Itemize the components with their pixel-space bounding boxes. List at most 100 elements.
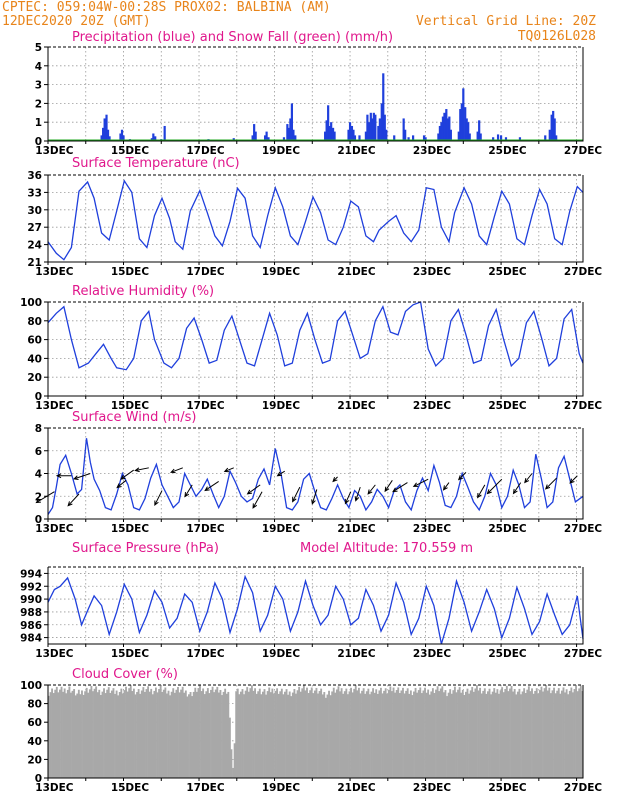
cloud-cover-bar [145, 689, 148, 778]
cloud-cover-bar [284, 691, 286, 778]
cloud-cover-bar [132, 688, 135, 778]
cloud-cover-bar [447, 692, 450, 778]
cloud-cover-bar [449, 689, 452, 778]
cloud-cover-bar [307, 693, 310, 778]
cloud-cover-bar [68, 686, 71, 778]
cloud-cover-bar [265, 694, 268, 778]
wind-series-line [47, 438, 584, 515]
y-tick-label: 100 [20, 297, 42, 309]
y-tick-label: 20 [27, 754, 42, 766]
x-tick-label: 21DEC [337, 523, 376, 535]
precip-bar [100, 135, 103, 141]
cloud-cover-bar [431, 688, 434, 778]
cloud-cover-bar [425, 692, 428, 778]
cloud-cover-bar [239, 691, 242, 778]
precip-bar [371, 118, 374, 141]
header-model-id: TQ0126L028 [518, 29, 596, 44]
y-tick-label: 988 [20, 607, 42, 619]
cloud-cover-bar [137, 689, 140, 778]
cloud-cover-bar [362, 688, 365, 778]
precip-bar [492, 137, 495, 141]
cloud-cover-bar [520, 694, 522, 778]
x-tick-label: 23DEC [413, 145, 452, 157]
cloud-cover-bar [110, 690, 113, 778]
cloud-cover-bar [106, 689, 109, 778]
cloud-cover-bar [271, 688, 274, 778]
y-tick-label: 36 [27, 170, 42, 182]
cloud-cover-bar [348, 691, 351, 778]
cloud-cover-bar [280, 688, 283, 778]
cloud-cover-bar [66, 689, 69, 778]
precip-bar [457, 131, 460, 141]
precip-bar [544, 135, 547, 141]
cloud-cover-bar [205, 691, 208, 778]
cloud-cover-bar [298, 686, 301, 778]
precip-bar [550, 114, 553, 141]
cloud-cover-bar [262, 691, 264, 778]
model-altitude-label: Model Altitude: 170.559 m [300, 541, 473, 556]
x-tick-label: 15DEC [111, 145, 150, 157]
cloud-cover-bar [329, 695, 332, 778]
cloud-cover-bar [125, 686, 127, 778]
cloud-cover-bar [232, 767, 234, 778]
cloud-cover-bar [523, 688, 526, 778]
cloud-cover-bar [54, 689, 57, 778]
cloud-cover-bar [277, 693, 280, 778]
cloud-cover-bar [99, 694, 102, 778]
cloud-cover-bar [131, 691, 134, 778]
cloud-cover-bar [175, 689, 178, 778]
cloud-cover-bar [109, 692, 112, 778]
cloud-cover-bar [55, 686, 58, 778]
cloud-cover-bar [155, 687, 157, 778]
cloud-cover-bar [557, 688, 560, 778]
header-location: CPTEC: 059:04W-00:28S PROX02: BALBINA (A… [2, 0, 331, 15]
cloud-cover-bar [427, 689, 430, 778]
cloud-cover-bar [52, 693, 55, 778]
cloud-cover-bar [386, 693, 389, 778]
x-tick-label: 21DEC [337, 266, 376, 278]
cloud-cover-bar [134, 694, 137, 778]
cloud-cover-bar [573, 688, 576, 778]
cloud-cover-bar [159, 685, 162, 778]
x-tick-label: 13DEC [35, 400, 74, 412]
wind-vector-arrow [35, 491, 55, 504]
temperature-title: Surface Temperature (nC) [72, 156, 240, 171]
cloud-cover-bar [419, 687, 422, 778]
cloud-cover-bar [117, 695, 120, 778]
cloud-cover-bar [73, 689, 76, 778]
x-tick-label: 13DEC [35, 523, 74, 535]
cloud-cover-bar [123, 690, 126, 778]
x-tick-label: 19DEC [262, 648, 301, 660]
cloud-cover-bar [416, 692, 419, 778]
precip-bar [122, 135, 125, 141]
wind-vector-arrow [72, 473, 91, 480]
cloud-cover-bar [199, 685, 201, 778]
precip-bar [103, 118, 106, 141]
cloud-cover-bar [288, 691, 291, 778]
cloud-cover-bar [210, 689, 212, 778]
precip-bar [331, 127, 335, 141]
cloud-cover-bar [183, 692, 186, 778]
precip-bar [404, 129, 407, 141]
precip-bar [468, 133, 471, 141]
cloud-cover-bar [430, 691, 433, 778]
cloud-cover-bar [254, 688, 257, 778]
wind-vector-arrow [344, 491, 352, 505]
cloud-cover-bar [466, 688, 469, 778]
x-tick-label: 19DEC [262, 400, 301, 412]
wind-vector-arrow [384, 480, 393, 493]
cloud-cover-bar [216, 686, 219, 778]
cloud-cover-bar [93, 688, 96, 778]
precip-bar [464, 107, 467, 141]
precip-bar [324, 131, 327, 141]
cloud-cover-bar [471, 687, 474, 778]
precip-bar [106, 129, 110, 141]
cloud-cover-bar [129, 685, 132, 778]
precip-bar [286, 124, 289, 141]
frame [47, 302, 584, 397]
y-tick-label: 100 [20, 680, 42, 692]
cloud-cover-bar [450, 693, 453, 778]
cloud-cover-bar [403, 693, 406, 778]
precip-bar [251, 135, 254, 141]
